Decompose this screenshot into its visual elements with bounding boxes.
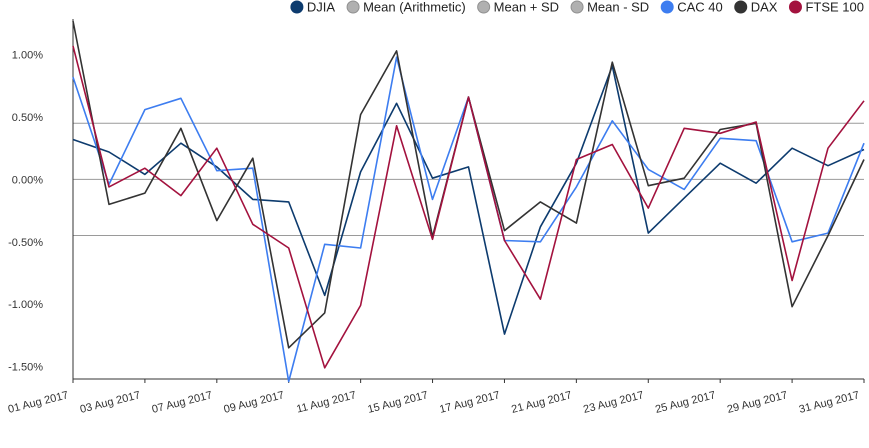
x-tick-label: 29 Aug 2017	[726, 389, 789, 416]
legend-label: DAX	[751, 0, 778, 15]
reference-lines	[73, 122, 864, 237]
y-tick-label: -0.50%	[8, 237, 43, 249]
legend-item-ftse-100: FTSE 100	[788, 0, 864, 15]
legend-item-mean-arithmetic: Mean (Arithmetic)	[346, 0, 466, 15]
legend-marker	[477, 0, 491, 14]
x-tick-label: 11 Aug 2017	[295, 389, 357, 415]
legend-label: FTSE 100	[805, 0, 864, 15]
y-tick-label: -1.50%	[8, 362, 43, 374]
x-tick-label: 17 Aug 2017	[438, 389, 501, 416]
legend-item-mean-sd: Mean + SD	[477, 0, 559, 15]
legend-item-dax: DAX	[734, 0, 778, 15]
y-tick-label: 0.50%	[12, 112, 43, 124]
y-axis: 1.00% 0.50% 0.00% -0.50% -1.00% -1.50%	[8, 19, 74, 379]
series-line-ftse-100	[72, 45, 865, 369]
x-axis: 01 Aug 2017 03 Aug 2017 07 Aug 2017 09 Aug …	[7, 378, 865, 416]
series-line-djia	[72, 65, 865, 335]
y-tick-label: 0.00%	[12, 174, 43, 186]
x-tick-label: 15 Aug 2017	[366, 389, 429, 416]
x-tick-label: 23 Aug 2017	[582, 389, 645, 416]
legend-marker	[660, 0, 674, 14]
x-tick-label: 07 Aug 2017	[151, 389, 214, 416]
legend-label: Mean (Arithmetic)	[363, 0, 466, 15]
x-tick-label: 01 Aug 2017	[7, 389, 70, 416]
legend-item-cac-40: CAC 40	[660, 0, 723, 15]
x-tick-label: 21 Aug 2017	[510, 389, 573, 416]
series-line-dax	[72, 20, 865, 349]
legend-marker	[734, 0, 748, 14]
legend: DJIA Mean (Arithmetic) Mean + SD Mean - SD C…	[290, 0, 864, 15]
legend-label: Mean - SD	[587, 0, 649, 15]
x-tick-label: 09 Aug 2017	[223, 389, 286, 416]
legend-item-mean-sd: Mean - SD	[570, 0, 649, 15]
legend-marker	[346, 0, 360, 14]
legend-label: DJIA	[307, 0, 336, 15]
legend-marker	[788, 0, 802, 14]
x-tick-label: 03 Aug 2017	[79, 389, 142, 416]
series-line-cac-40	[72, 56, 865, 383]
y-tick-label: 1.00%	[12, 50, 43, 62]
legend-marker	[290, 0, 304, 14]
series-lines	[72, 20, 865, 383]
y-tick-label: -1.00%	[8, 299, 43, 311]
x-tick-label: 31 Aug 2017	[798, 389, 861, 416]
legend-label: Mean + SD	[494, 0, 559, 15]
legend-marker	[570, 0, 584, 14]
legend-label: CAC 40	[677, 0, 723, 15]
x-tick-label: 25 Aug 2017	[654, 389, 717, 416]
legend-item-djia: DJIA	[290, 0, 336, 15]
